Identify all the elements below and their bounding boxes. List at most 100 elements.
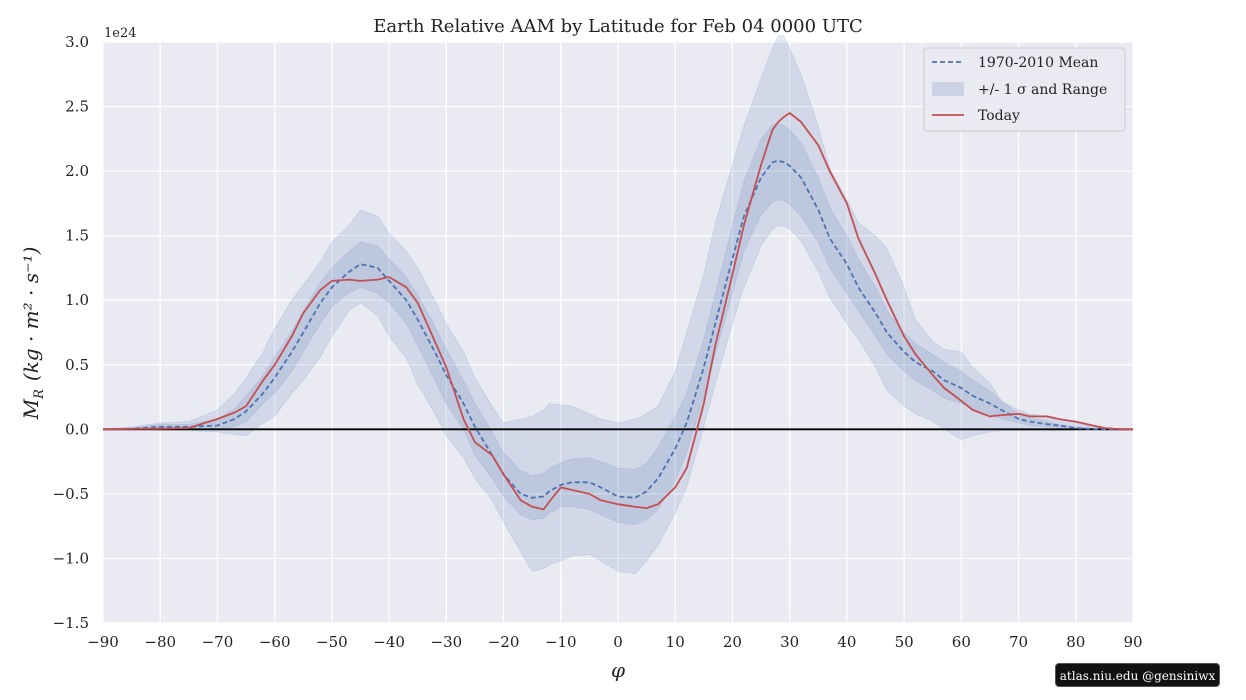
series-0-point-42 <box>743 215 745 217</box>
series-1-point-2 <box>159 428 161 430</box>
x-tick-label-18: 90 <box>1123 633 1142 651</box>
series-0-point-21 <box>462 402 464 404</box>
x-tick-label-13: 40 <box>837 633 856 651</box>
series-0-point-22 <box>474 426 476 428</box>
series-1-point-35 <box>645 507 647 509</box>
y-tick-label-1: −1.0 <box>53 549 89 567</box>
series-1-point-48 <box>800 121 802 123</box>
series-0-point-28 <box>548 490 550 492</box>
series-0-point-20 <box>445 374 447 376</box>
series-1-point-6 <box>245 405 247 407</box>
series-1-point-20 <box>445 366 447 368</box>
legend-band-label: +/- 1 σ and Range <box>978 82 1107 98</box>
series-1-point-49 <box>817 144 819 146</box>
series-1-point-56 <box>914 353 916 355</box>
x-axis-label: φ <box>611 658 625 682</box>
legend-band-swatch <box>932 82 964 96</box>
series-0-point-29 <box>560 484 562 486</box>
series-1-point-53 <box>874 273 876 275</box>
series-1-point-66 <box>1057 418 1059 420</box>
y-tick-label-6: 1.5 <box>65 227 89 245</box>
x-tick-label-0: −90 <box>87 633 119 651</box>
y-tick-label-2: −0.5 <box>53 485 89 503</box>
series-0-point-18 <box>417 318 419 320</box>
x-tick-label-7: −20 <box>488 633 520 651</box>
series-0-point-36 <box>657 477 659 479</box>
series-1-point-5 <box>233 411 235 413</box>
x-tick-label-2: −70 <box>202 633 234 651</box>
series-0-point-5 <box>233 418 235 420</box>
series-0-point-13 <box>348 271 350 273</box>
legend-today-label: Today <box>978 108 1020 124</box>
series-1-point-31 <box>588 493 590 495</box>
legend-box <box>923 47 1126 132</box>
series-1-point-3 <box>188 427 190 429</box>
series-0-point-4 <box>216 424 218 426</box>
series-0-point-53 <box>874 312 876 314</box>
series-1-point-1 <box>130 428 132 430</box>
series-1-point-65 <box>1046 415 1048 417</box>
series-0-point-62 <box>1000 409 1002 411</box>
series-0-point-52 <box>857 286 859 288</box>
series-1-point-40 <box>714 344 716 346</box>
x-tick-label-3: −60 <box>259 633 291 651</box>
x-tick-label-14: 50 <box>895 633 914 651</box>
series-1-point-28 <box>548 500 550 502</box>
y-tick-labels: −1.5 −1.0 −0.5 0.0 0.5 1.0 1.5 2.0 2.5 3.0 <box>53 33 89 632</box>
series-0-point-48 <box>800 176 802 178</box>
legend-mean-label: 1970-2010 Mean <box>978 55 1098 71</box>
series-1-point-29 <box>560 486 562 488</box>
series-0-point-64 <box>1029 420 1031 422</box>
series-1-point-9 <box>291 335 293 337</box>
series-1-point-34 <box>634 506 636 508</box>
series-1-point-21 <box>462 418 464 420</box>
series-0-point-39 <box>703 366 705 368</box>
x-tick-label-4: −50 <box>316 633 348 651</box>
x-tick-label-12: 30 <box>780 633 799 651</box>
series-1-point-33 <box>617 503 619 505</box>
series-0-point-57 <box>932 370 934 372</box>
series-1-point-12 <box>331 280 333 282</box>
series-1-point-7 <box>262 379 264 381</box>
y-axis-label-units: (kg · m² · s⁻¹) <box>19 247 43 382</box>
series-0-point-67 <box>1075 427 1077 429</box>
series-1-point-4 <box>216 418 218 420</box>
y-tick-label-9: 3.0 <box>65 33 89 51</box>
series-1-point-44 <box>771 129 773 131</box>
y-offset-label: 1e24 <box>104 26 137 41</box>
series-1-point-10 <box>302 312 304 314</box>
x-tick-labels: −90 −80 −70 −60 −50 −40 −30 −20 −10 0 10 20 30 40 50 60… <box>87 633 1142 651</box>
series-1-point-38 <box>686 467 688 469</box>
svg-text:MR(kg · m² · s⁻¹): MR (kg · m² · s⁻¹) <box>19 247 47 421</box>
x-tick-label-6: −30 <box>431 633 463 651</box>
series-0-point-47 <box>789 165 791 167</box>
x-tick-label-8: −10 <box>545 633 577 651</box>
y-tick-label-4: 0.5 <box>65 356 89 374</box>
series-0-point-41 <box>731 258 733 260</box>
series-0-point-10 <box>302 331 304 333</box>
series-1-point-39 <box>703 402 705 404</box>
series-1-point-61 <box>989 415 991 417</box>
series-1-point-15 <box>377 278 379 280</box>
series-0-point-60 <box>972 395 974 397</box>
y-tick-label-8: 2.5 <box>65 98 89 116</box>
series-0-point-49 <box>817 209 819 211</box>
series-0-point-26 <box>531 497 533 499</box>
series-1-point-51 <box>846 202 848 204</box>
series-0-point-59 <box>960 387 962 389</box>
watermark-badge: atlas.niu.edu @gensiniwx <box>1055 663 1220 687</box>
series-0-point-34 <box>634 497 636 499</box>
series-1-point-22 <box>474 441 476 443</box>
series-0-point-65 <box>1046 423 1048 425</box>
series-1-point-45 <box>777 121 779 123</box>
series-1-point-62 <box>1000 414 1002 416</box>
series-0-point-44 <box>771 161 773 163</box>
series-0-point-31 <box>588 481 590 483</box>
series-0-point-35 <box>645 490 647 492</box>
y-axis-label-sub: R <box>32 389 47 400</box>
series-0-point-37 <box>674 448 676 450</box>
x-tick-label-10: 10 <box>666 633 685 651</box>
series-0-point-7 <box>262 392 264 394</box>
legend: 1970-2010 Mean +/- 1 σ and Range Today <box>923 47 1126 132</box>
series-lines <box>102 112 1133 511</box>
